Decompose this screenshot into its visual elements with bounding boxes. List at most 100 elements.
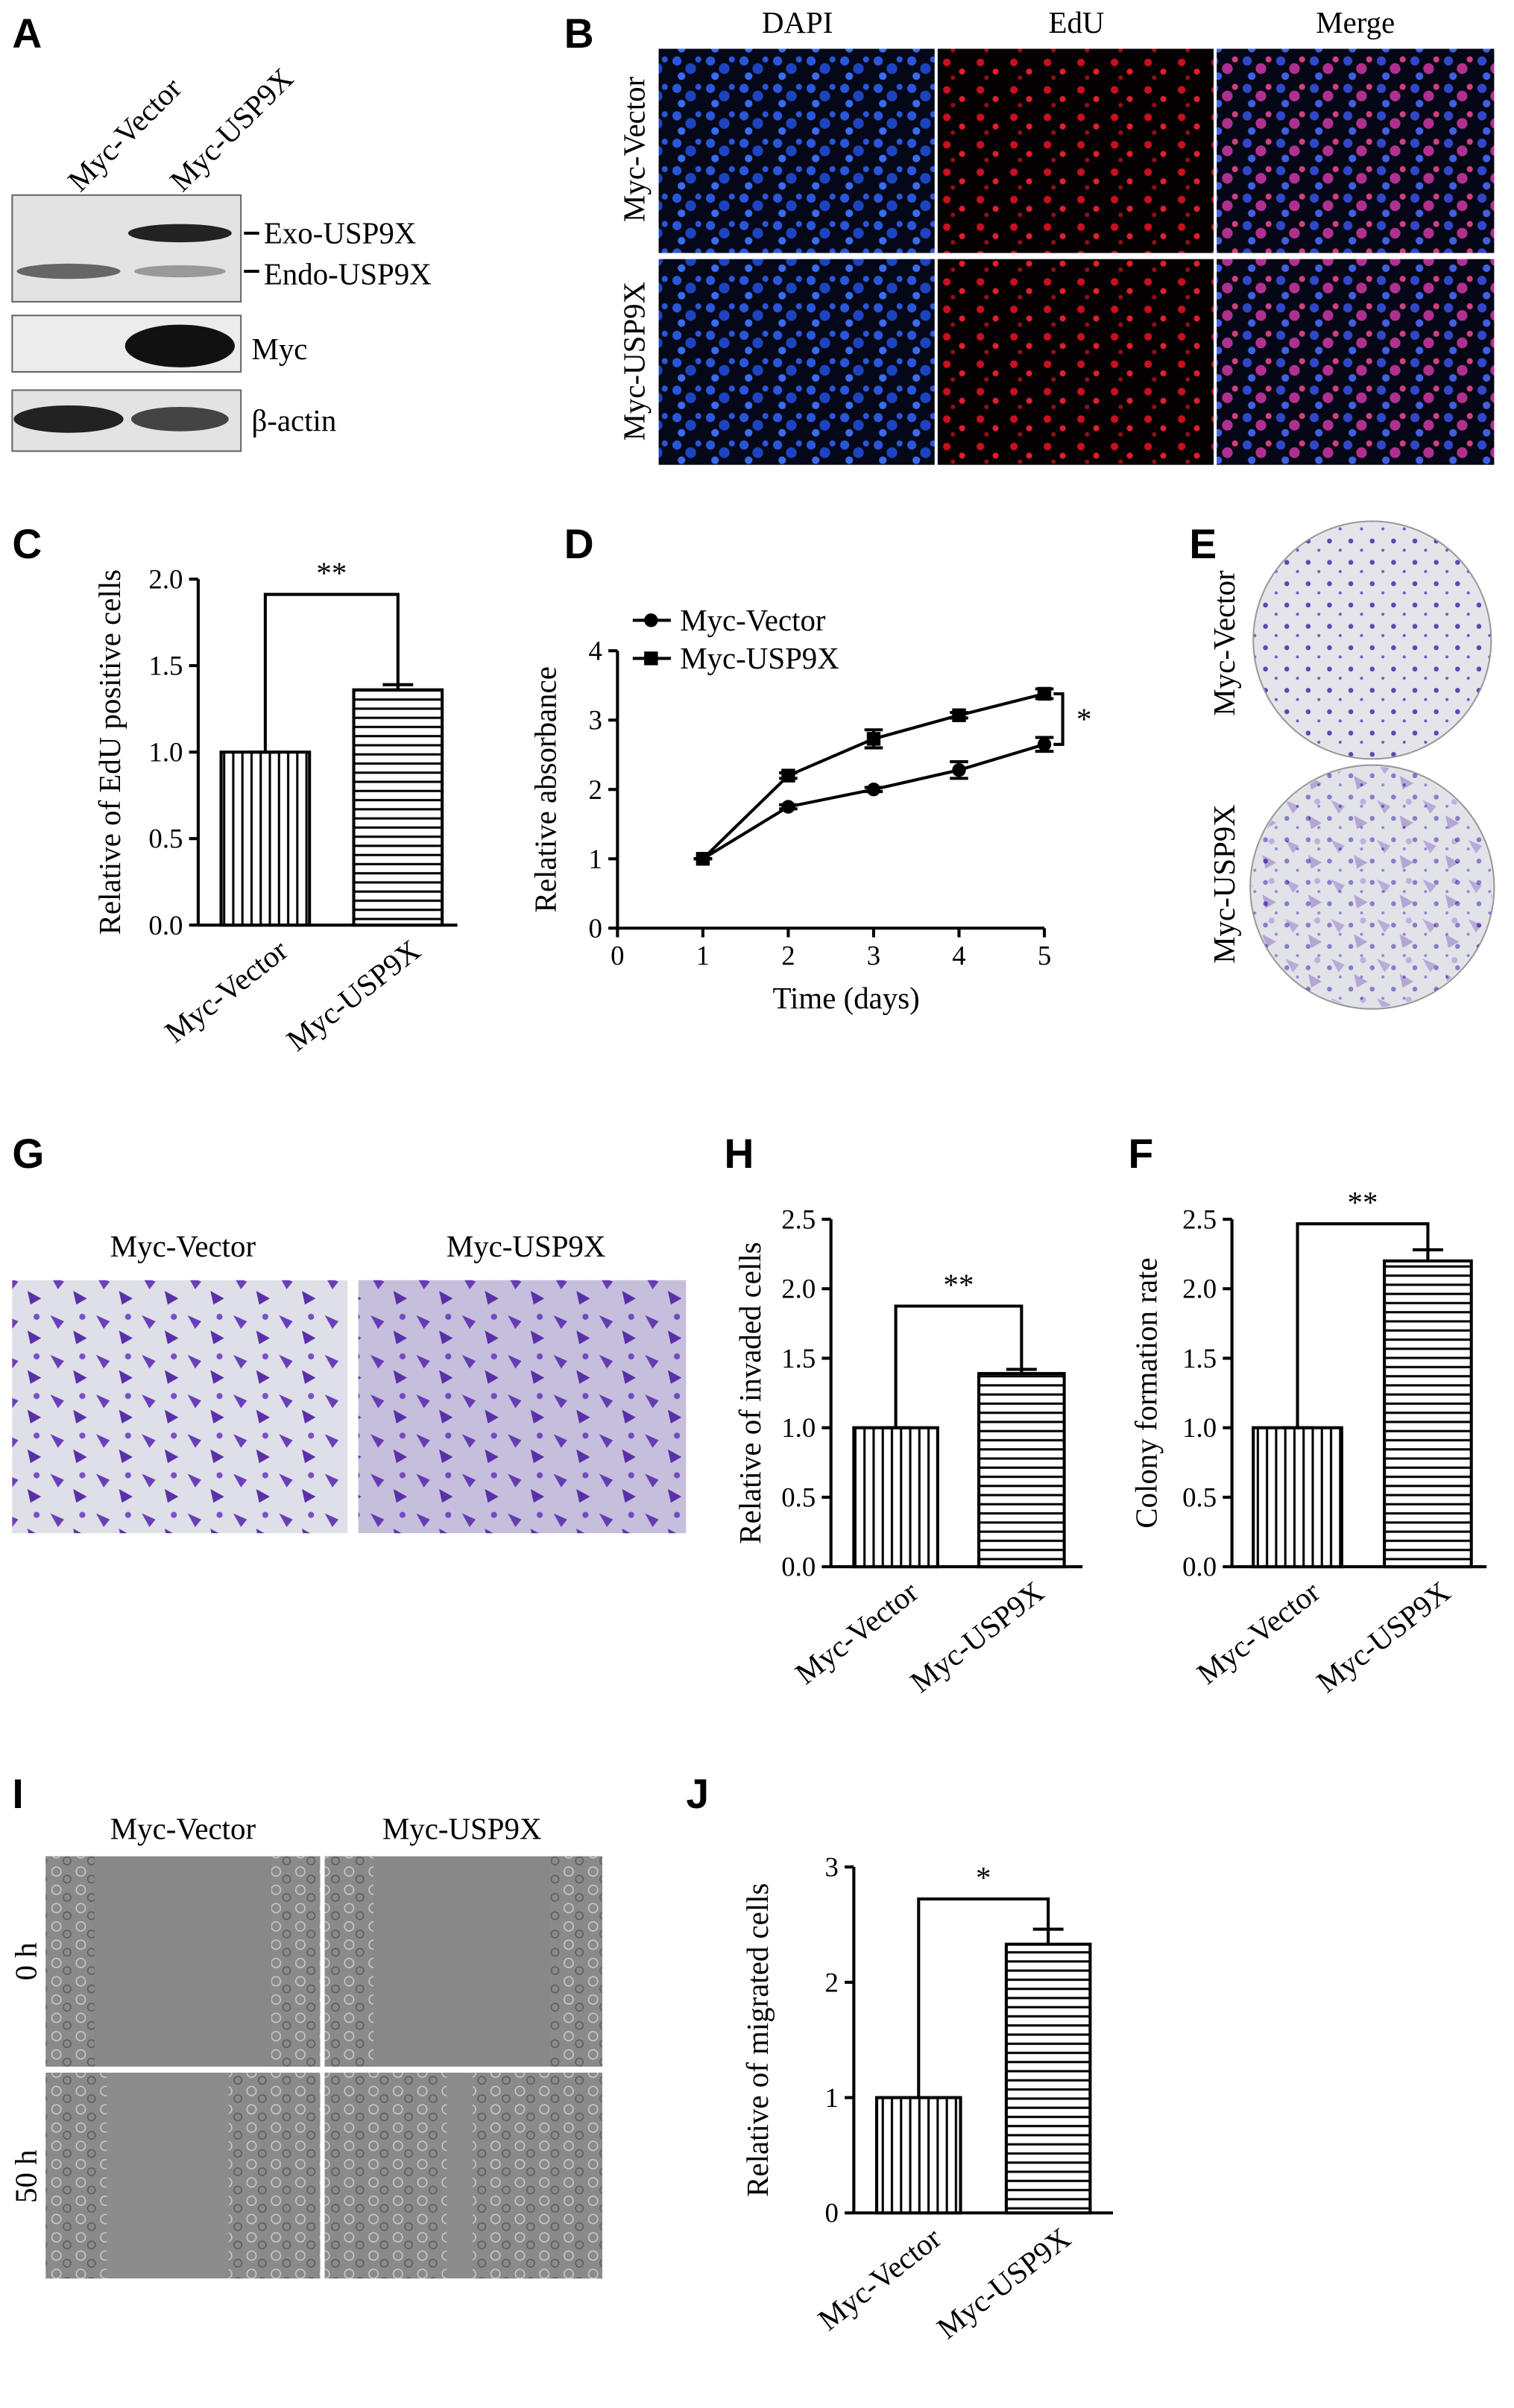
y-tick-label: 2 xyxy=(588,774,602,805)
line xyxy=(701,692,1045,860)
x-tick-label: Myc-USP9X xyxy=(904,1575,1050,1699)
panel-letter: D xyxy=(564,521,594,567)
band xyxy=(124,324,235,367)
x-tick-label: Myc-Vector xyxy=(1190,1575,1326,1691)
significance-bracket xyxy=(1053,692,1064,746)
y-tick-label: 1.0 xyxy=(781,1412,816,1443)
x-tick-label: Myc-Vector xyxy=(812,2221,947,2337)
column-label: EdU xyxy=(1049,6,1105,39)
y-tick-label: 1.0 xyxy=(148,737,183,768)
y-tick-label: 1.5 xyxy=(148,651,183,681)
panel-letter: F xyxy=(1129,1131,1154,1177)
annotation: ** xyxy=(944,1268,974,1301)
y-tick-label: 1.5 xyxy=(781,1343,816,1374)
bar xyxy=(1252,1426,1343,1569)
cell-front xyxy=(271,1856,321,2067)
micrograph xyxy=(1217,259,1495,465)
row-label: Myc-Vector xyxy=(617,76,651,222)
y-tick-label: 4 xyxy=(588,636,602,666)
marker xyxy=(1037,737,1052,752)
cell-front xyxy=(550,1856,602,2067)
y-tick-label: 0 xyxy=(588,913,602,944)
bar xyxy=(352,688,444,927)
x-tick-label: Myc-USP9X xyxy=(931,2221,1077,2345)
y-tick-label: 1.0 xyxy=(1182,1412,1217,1443)
row-label: Myc-USP9X xyxy=(1208,804,1241,964)
y-tick-label: 0.5 xyxy=(1182,1482,1217,1512)
y-axis-label: Relative of migrated cells xyxy=(741,1883,775,2197)
significance-bracket xyxy=(1296,1222,1430,1428)
x-tick-label: 2 xyxy=(781,941,795,971)
y-axis-label: Relative of invaded cells xyxy=(734,1242,767,1543)
micrograph-overlay xyxy=(358,1280,687,1534)
y-tick-label: 2.0 xyxy=(781,1274,816,1304)
marker xyxy=(866,732,881,746)
y-tick-label: 2.5 xyxy=(1182,1204,1217,1234)
row-label: 50 h xyxy=(9,2149,42,2203)
annotation: * xyxy=(1076,702,1091,736)
row-label: Myc-Vector xyxy=(1208,570,1241,716)
marker xyxy=(952,763,966,777)
x-tick-label: Myc-USP9X xyxy=(280,933,426,1058)
panel-letter: E xyxy=(1189,521,1217,567)
y-tick-label: 3 xyxy=(825,1852,839,1883)
micrograph xyxy=(937,48,1214,253)
x-tick-label: Myc-Vector xyxy=(159,933,294,1049)
marker xyxy=(696,852,710,866)
column-label: Myc-USP9X xyxy=(382,1812,542,1845)
cell-front xyxy=(324,1856,374,2067)
y-tick-label: 1 xyxy=(588,844,602,874)
bar xyxy=(219,750,312,927)
panel-letter: B xyxy=(564,10,594,57)
column-label: Myc-Vector xyxy=(110,1812,256,1845)
cell-front xyxy=(45,1856,95,2067)
row-label: Myc-USP9X xyxy=(617,282,651,441)
x-axis-label: Time (days) xyxy=(773,982,920,1015)
dish xyxy=(1252,520,1492,760)
column-label: Merge xyxy=(1316,6,1395,39)
micrograph xyxy=(1217,48,1495,253)
marker xyxy=(781,768,795,783)
y-tick-label: 0 xyxy=(825,2198,839,2228)
band-label: Endo-USP9X xyxy=(264,258,432,291)
marker xyxy=(866,783,881,797)
panel-letter: G xyxy=(12,1131,44,1177)
y-tick-label: 0.0 xyxy=(781,1552,816,1582)
micrograph xyxy=(658,48,935,253)
cell-front xyxy=(228,2073,321,2279)
row-label: 0 h xyxy=(9,1942,42,1980)
bar xyxy=(977,1371,1066,1569)
band xyxy=(130,406,229,432)
lane-label: Myc-USP9X xyxy=(163,62,300,198)
y-tick-label: 2.5 xyxy=(781,1204,816,1234)
panel-letter: H xyxy=(725,1131,754,1177)
y-tick-label: 0.5 xyxy=(148,824,183,854)
significance-bracket xyxy=(263,592,400,753)
bar xyxy=(852,1426,939,1569)
y-tick-label: 2.0 xyxy=(148,564,183,595)
panel-letter: C xyxy=(12,521,42,567)
blot xyxy=(11,194,242,303)
significance-bracket xyxy=(917,1897,1050,2098)
band xyxy=(13,405,124,433)
cell-front xyxy=(324,2073,447,2279)
band-label: Myc xyxy=(251,332,307,366)
micrograph xyxy=(658,259,935,465)
bar xyxy=(1383,1259,1473,1569)
legend-label: Myc-USP9X xyxy=(680,642,839,675)
annotation: ** xyxy=(316,556,347,590)
y-axis-label: Relative absorbance xyxy=(529,666,563,912)
annotation: * xyxy=(976,1861,991,1895)
column-label: DAPI xyxy=(762,6,833,39)
x-tick-label: 5 xyxy=(1038,941,1051,971)
cell-front xyxy=(45,2073,107,2279)
y-axis-label: Relative of EdU positive cells xyxy=(93,569,127,935)
micrograph xyxy=(937,259,1214,465)
x-tick-label: 0 xyxy=(611,941,624,971)
x-tick-label: 1 xyxy=(696,941,710,971)
band-label: Exo-USP9X xyxy=(264,216,417,250)
significance-bracket xyxy=(894,1304,1023,1428)
micrograph xyxy=(358,1280,687,1534)
